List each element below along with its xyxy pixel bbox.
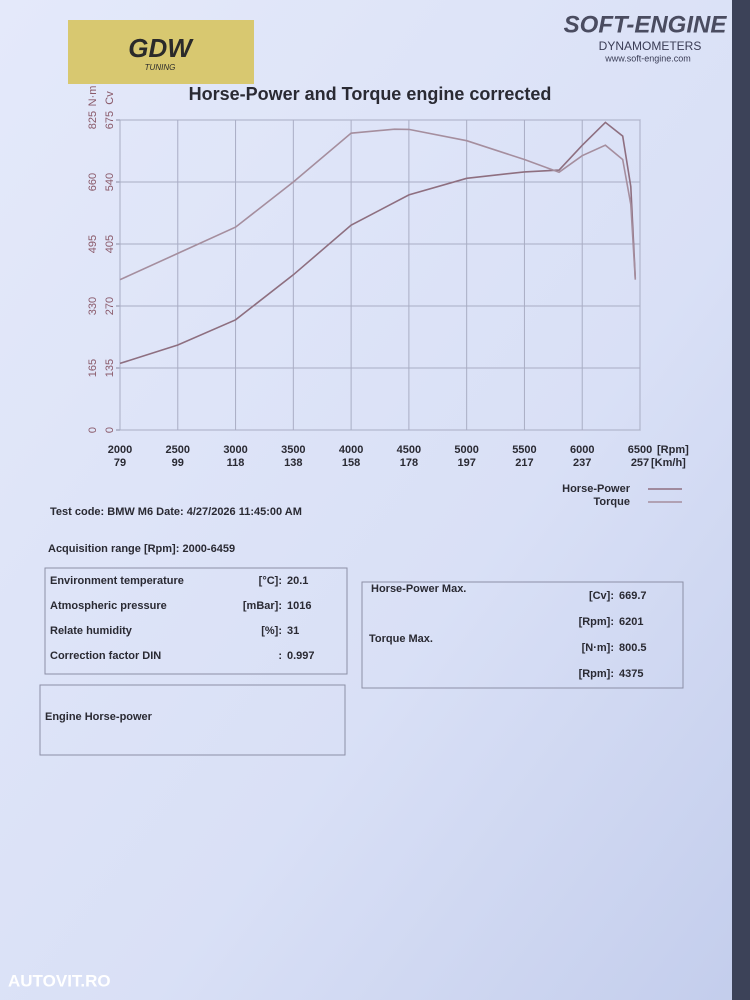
max-value: 800.5 [619, 642, 647, 654]
maxima-box [361, 581, 684, 689]
env-value: 1016 [287, 600, 311, 612]
brand-logo-bg [68, 20, 254, 84]
max-unit: [Rpm]: [579, 616, 614, 628]
brand-sub: TUNING [145, 63, 176, 72]
chart-title: Horse-Power and Torque engine corrected [189, 84, 552, 104]
date: 4/27/2026 11:45:00 AM [187, 506, 302, 518]
y-unit: Cv [104, 91, 116, 105]
notes-box [39, 684, 346, 756]
max-unit: [N·m]: [582, 642, 614, 654]
website: www.soft-engine.com [604, 53, 691, 63]
x-tick-label: 4500 [397, 444, 421, 456]
speed-tick-label: 257 [631, 457, 649, 469]
y-tick-label: 0 [104, 427, 116, 433]
speed-tick-label: 197 [457, 457, 475, 469]
maker-logo: SOFT-ENGINE [564, 11, 728, 38]
range-label: Acquisition range [Rpm]: [48, 543, 179, 555]
x-tick-label: 4000 [339, 444, 363, 456]
env-label: Atmospheric pressure [50, 600, 167, 612]
range-line: Acquisition range [Rpm]: 2000-6459 [48, 543, 235, 555]
range: 2000-6459 [182, 543, 235, 555]
legend-label: Torque [594, 496, 630, 508]
env-label: Relate humidity [50, 625, 133, 637]
date-label: Date: [156, 506, 184, 518]
speed-tick-label: 217 [515, 457, 533, 469]
environment-box [44, 567, 348, 675]
env-unit: [mBar]: [243, 600, 282, 612]
max-value: 4375 [619, 668, 643, 680]
speed-tick-label: 79 [114, 457, 126, 469]
y2-tick-label: 330 [87, 297, 99, 315]
x-tick-label: 5000 [454, 444, 478, 456]
x-tick-label: 5500 [512, 444, 536, 456]
y-tick-label: 540 [104, 173, 116, 191]
y-tick-label: 135 [104, 359, 116, 377]
series-line [119, 128, 637, 281]
y-tick-label: 270 [104, 297, 116, 315]
test-code: BMW M6 [107, 506, 153, 518]
env-value: 20.1 [287, 575, 308, 587]
env-label: Environment temperature [50, 575, 184, 587]
y2-tick-label: 165 [87, 359, 99, 377]
x-tick-label: 2000 [108, 444, 132, 456]
test-line: Test code: BMW M6 Date: 4/27/2026 11:45:… [50, 506, 302, 518]
speed-tick-label: 118 [227, 457, 245, 469]
max-unit: [Cv]: [589, 590, 614, 602]
hp-max-label: Horse-Power Max. [371, 583, 466, 595]
maker-sub: DYNAMOMETERS [599, 39, 702, 53]
speed-tick-label: 178 [400, 457, 418, 469]
speed-tick-label: 158 [342, 457, 360, 469]
max-value: 6201 [619, 616, 643, 628]
env-label: Correction factor DIN [50, 650, 161, 662]
paper-edge [732, 0, 750, 1000]
test-code-label: Test code: [50, 506, 104, 518]
y2-tick-label: 660 [87, 173, 99, 191]
x-tick-label: 6500 [628, 444, 652, 456]
series-line [119, 121, 637, 365]
y2-tick-label: 0 [87, 427, 99, 433]
y2-unit: N·m [87, 86, 99, 107]
y2-tick-label: 825 [87, 111, 99, 129]
y2-tick-label: 495 [87, 235, 99, 253]
x-unit: [Rpm] [657, 444, 689, 456]
y-tick-label: 675 [104, 111, 116, 129]
x-tick-label: 3000 [223, 444, 247, 456]
torque-max-label: Torque Max. [369, 633, 433, 645]
x-tick-label: 6000 [570, 444, 594, 456]
max-unit: [Rpm]: [579, 668, 614, 680]
env-unit: : [278, 650, 282, 662]
x-tick-label: 3500 [281, 444, 305, 456]
env-unit: [%]: [261, 625, 282, 637]
env-unit: [°C]: [259, 575, 282, 587]
speed-tick-label: 99 [172, 457, 184, 469]
legend-label: Horse-Power [562, 483, 631, 495]
speed-tick-label: 237 [573, 457, 591, 469]
speed-unit: [Km/h] [651, 457, 686, 469]
max-value: 669.7 [619, 590, 647, 602]
env-value: 0.997 [287, 650, 315, 662]
speed-tick-label: 138 [284, 457, 302, 469]
y-tick-label: 405 [104, 235, 116, 253]
env-value: 31 [287, 625, 299, 637]
watermark: AUTOVIT.RO [8, 971, 111, 990]
brand-logo: GDW [128, 33, 194, 63]
x-tick-label: 2500 [166, 444, 190, 456]
notes-title: Engine Horse-power [45, 711, 153, 723]
